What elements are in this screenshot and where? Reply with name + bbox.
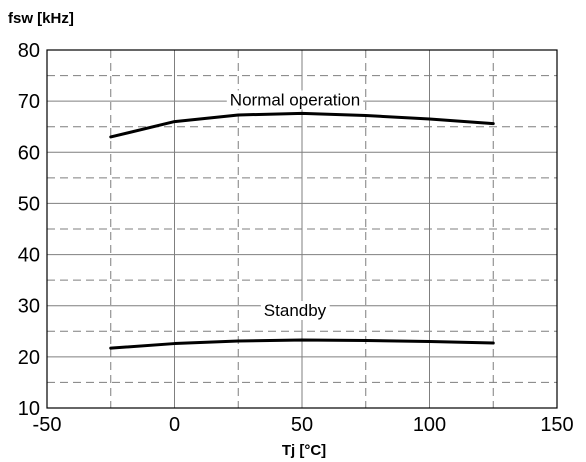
x-tick-label: 100 <box>413 414 446 436</box>
y-tick-label: 60 <box>18 142 40 164</box>
series-label-background <box>226 90 364 110</box>
series-label-normal-operation: Normal operation <box>230 90 360 109</box>
series-line-standby <box>109 338 495 350</box>
x-tick-label: 150 <box>540 414 573 436</box>
y-tick-label: 50 <box>18 193 40 215</box>
series-labels: Normal operation Standby <box>226 90 364 320</box>
y-tick-label: 10 <box>18 398 40 420</box>
series-label-background <box>260 300 330 320</box>
y-tick-label: 80 <box>18 40 40 62</box>
x-tick-label: 0 <box>169 414 180 436</box>
y-axis-title: fsw [kHz] <box>8 10 74 27</box>
x-tick-labels: -50 0 50 100 150 <box>33 414 574 436</box>
y-tick-label: 70 <box>18 91 40 113</box>
x-tick-label: -50 <box>33 414 62 436</box>
x-tick-label: 50 <box>291 414 313 436</box>
series-label-standby: Standby <box>264 301 327 320</box>
y-tick-label: 30 <box>18 296 40 318</box>
series-line-normal-operation <box>109 111 495 139</box>
y-tick-label: 20 <box>18 347 40 369</box>
y-tick-label: 40 <box>18 245 40 267</box>
plot-frame <box>46 49 558 409</box>
y-tick-labels: 10 20 30 40 50 60 70 80 <box>18 40 40 420</box>
x-axis-title: Tj [°C] <box>282 442 326 459</box>
series-lines <box>109 111 495 350</box>
